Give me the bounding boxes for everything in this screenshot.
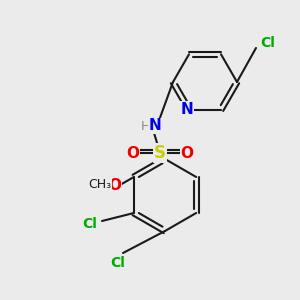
Text: N: N [148, 118, 161, 134]
Text: N: N [181, 102, 194, 117]
Text: O: O [109, 178, 122, 193]
Text: S: S [154, 144, 166, 162]
Text: Cl: Cl [261, 36, 275, 50]
Text: H: H [140, 119, 150, 133]
Text: Cl: Cl [82, 217, 98, 231]
Text: CH₃: CH₃ [88, 178, 112, 191]
Text: O: O [127, 146, 140, 160]
Text: O: O [181, 146, 194, 160]
Text: Cl: Cl [111, 256, 125, 270]
